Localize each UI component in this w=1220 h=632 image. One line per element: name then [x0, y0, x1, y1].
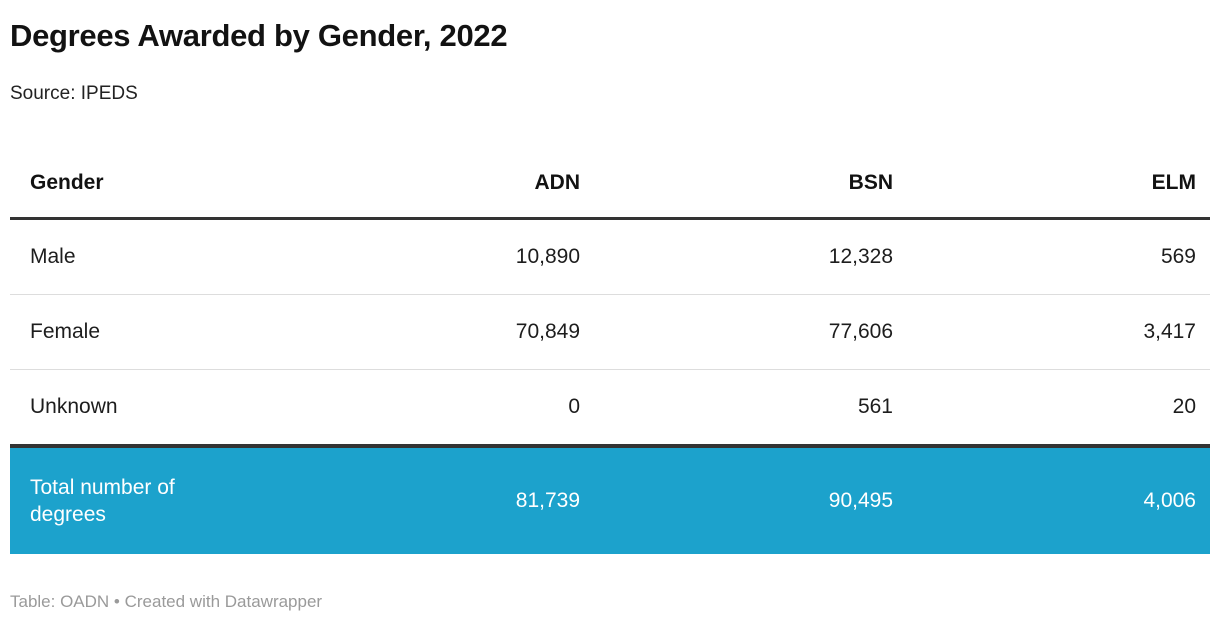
cell-male-elm: 569 [907, 218, 1210, 295]
cell-total-bsn: 90,495 [594, 443, 907, 555]
total-row-label: Total number of degrees [10, 443, 230, 555]
cell-total-adn: 81,739 [230, 443, 594, 555]
cell-female-elm: 3,417 [907, 294, 1210, 370]
page-title: Degrees Awarded by Gender, 2022 [10, 18, 508, 53]
cell-unknown-bsn: 561 [857, 394, 893, 418]
datawrapper-table-embed: Degrees Awarded by Gender, 2022 Source: … [10, 18, 1210, 612]
cell-female-adn: 70,849 [230, 294, 594, 370]
row-label: Male [10, 218, 230, 295]
attribution-footer: Table: OADN • Created with Datawrapper [10, 592, 323, 612]
source-line: Source: IPEDS [10, 82, 138, 104]
column-header-adn: ADN [230, 160, 594, 220]
cell-total-elm: 4,006 [907, 443, 1210, 555]
cell-male-bsn: 12,328 [594, 218, 907, 295]
cell-female-bsn: 77,606 [594, 294, 907, 370]
table-row-unknown: Unknown 0 561 20 [10, 369, 1210, 446]
column-header-gender: Gender [10, 160, 230, 220]
row-label: Female [10, 294, 230, 370]
degrees-by-gender-table: Gender ADN BSN ELM Male 10,890 12,328 56… [10, 160, 1210, 555]
total-row: Total number of degrees 81,739 90,495 4,… [10, 443, 1210, 555]
cell-unknown-elm: 20 [1172, 394, 1196, 418]
table-row-male: Male 10,890 12,328 569 [10, 218, 1210, 295]
cell-male-adn: 10,890 [230, 218, 594, 295]
row-label: Unknown [30, 394, 118, 418]
cell-unknown-adn: 0 [568, 394, 580, 418]
table-row-female: Female 70,849 77,606 3,417 [10, 294, 1210, 370]
column-header-bsn: BSN [594, 160, 907, 220]
table-header-row: Gender ADN BSN ELM [10, 160, 1210, 220]
column-header-elm: ELM [907, 160, 1210, 220]
